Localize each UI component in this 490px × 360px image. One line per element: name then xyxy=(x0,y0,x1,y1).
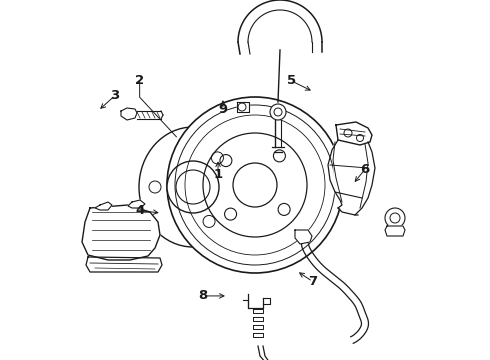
Polygon shape xyxy=(128,200,145,208)
Polygon shape xyxy=(334,145,367,212)
Text: 1: 1 xyxy=(214,168,222,181)
Circle shape xyxy=(167,97,343,273)
Polygon shape xyxy=(385,226,405,236)
Text: 7: 7 xyxy=(308,275,317,288)
Text: 8: 8 xyxy=(199,289,208,302)
Polygon shape xyxy=(295,230,312,244)
Circle shape xyxy=(270,104,286,120)
Text: 2: 2 xyxy=(135,75,144,87)
Circle shape xyxy=(167,161,219,213)
Polygon shape xyxy=(82,205,160,260)
Polygon shape xyxy=(237,102,249,112)
Polygon shape xyxy=(121,108,137,120)
Text: 6: 6 xyxy=(361,163,369,176)
Text: 9: 9 xyxy=(219,103,227,116)
Polygon shape xyxy=(86,257,162,272)
Polygon shape xyxy=(95,202,112,210)
Polygon shape xyxy=(336,122,372,145)
Circle shape xyxy=(385,208,405,228)
Text: 4: 4 xyxy=(135,204,144,217)
Text: 3: 3 xyxy=(111,89,120,102)
Text: 5: 5 xyxy=(287,75,296,87)
Ellipse shape xyxy=(139,127,247,247)
